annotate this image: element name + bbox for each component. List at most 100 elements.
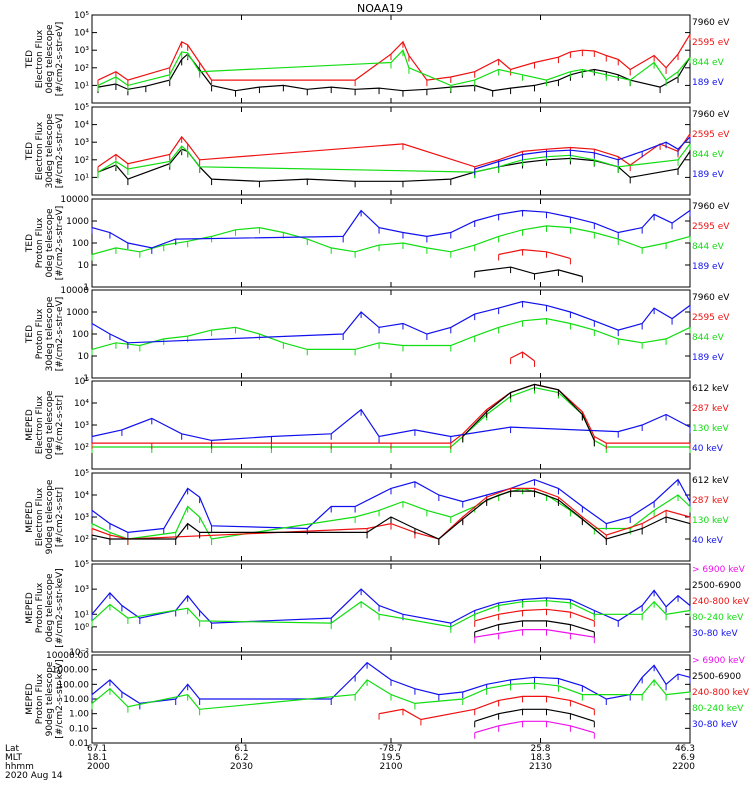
- legend-entry: 189 eV: [692, 170, 725, 180]
- x-tick-label: 19.5: [381, 753, 401, 763]
- y-tick-label: 10¹: [74, 610, 89, 620]
- y-axis-label-line: [#/cm2-s-str-keV]: [55, 659, 65, 738]
- panel-frame: [91, 289, 691, 379]
- legend-entry: > 6900 keV: [692, 656, 746, 666]
- chart-title: NOAA19: [357, 2, 403, 15]
- y-tick-label: 10⁵: [74, 103, 89, 113]
- series-line: [474, 266, 583, 278]
- y-tick-label: 10⁴: [74, 399, 89, 409]
- x-tick-label: 18.3: [530, 753, 550, 763]
- series-line: [91, 408, 691, 442]
- y-axis-label-line: Electron Flux: [35, 29, 45, 88]
- y-tick-label: 1.00: [69, 710, 89, 720]
- x-tick-label: 2030: [230, 762, 253, 772]
- y-axis-label-line: 30deg telescope: [45, 113, 55, 188]
- series-line: [97, 49, 691, 87]
- series-line: [378, 695, 595, 721]
- x-tick-label: 25.8: [530, 744, 550, 754]
- y-axis-label-line: MEPED: [25, 501, 35, 533]
- series-line: [91, 317, 691, 350]
- y-tick-label: 10²: [74, 156, 89, 166]
- panel-7: 10⁻² 10⁰ 10¹ 10³ 10⁵ MEPED Proton Flux 0deg tel…: [25, 560, 750, 658]
- series-line: [510, 351, 535, 362]
- y-tick-label: 1000.00: [52, 666, 89, 676]
- legend-entry: 844 eV: [692, 58, 725, 68]
- panel-2: 10¹ 10² 10³ 10⁴ 10⁵ TED Electron Flux 30deg tel…: [25, 103, 730, 196]
- panel-5: 10² 10³ 10⁴ 10⁵ MEPED Electron Flux 0deg teles…: [25, 377, 729, 470]
- panel-frame: [91, 380, 691, 470]
- legend-entry: 612 keV: [692, 476, 729, 486]
- legend-entry: 189 eV: [692, 262, 725, 272]
- y-axis-label-line: Proton Flux: [35, 217, 45, 268]
- legend-entry: 844 eV: [692, 242, 725, 252]
- y-axis-label-line: 0deg telescope: [45, 24, 55, 94]
- x-tick-label: 6.9: [681, 753, 696, 763]
- legend-entry: 189 eV: [692, 78, 725, 88]
- y-axis-label-line: TED: [25, 142, 35, 161]
- legend-entry: 287 keV: [692, 496, 729, 506]
- y-tick-label: 10⁻²: [69, 648, 89, 658]
- y-axis-label-line: Electron Flux: [35, 487, 45, 546]
- legend-entry: 240-800 keV: [692, 688, 750, 698]
- legend-entry: 2595 eV: [692, 130, 730, 140]
- y-tick-label: 10⁵: [74, 469, 89, 479]
- series-line: [91, 600, 691, 628]
- series-line: [474, 708, 595, 722]
- x-tick-label: 2000: [87, 762, 110, 772]
- y-axis-label-line: TED: [25, 325, 35, 344]
- y-axis-label-line: [#/cm2-s-str]: [55, 487, 65, 547]
- y-axis-label-line: Proton Flux: [35, 308, 45, 359]
- y-tick-label: 100: [72, 239, 89, 249]
- series-line: [474, 720, 595, 734]
- y-tick-label: 1000: [66, 308, 89, 318]
- y-axis-label-line: MEPED: [25, 409, 35, 441]
- y-axis-label-line: 90deg telescope: [45, 661, 55, 736]
- legend-entry: 30-80 keV: [692, 720, 738, 730]
- series-line: [92, 383, 690, 444]
- y-tick-label: 10000: [60, 195, 89, 205]
- y-tick-label: 100: [72, 330, 89, 340]
- legend-entry: 287 keV: [692, 404, 729, 414]
- legend-entry: 7960 eV: [692, 110, 730, 120]
- panel-6: 10² 10³ 10⁴ 10⁵ MEPED Electron Flux 90deg tele…: [25, 469, 729, 562]
- y-axis-label-line: 0deg telescope: [45, 208, 55, 278]
- series-line: [91, 225, 691, 256]
- legend-entry: 2595 eV: [692, 222, 730, 232]
- series-line: [91, 300, 691, 344]
- y-tick-label: 10³: [74, 585, 89, 595]
- y-axis-label-line: MEPED: [25, 592, 35, 624]
- series-line: [97, 143, 691, 173]
- y-tick-label: 1000: [66, 217, 89, 227]
- y-tick-label: 10⁰: [74, 623, 89, 633]
- legend-entry: 40 keV: [692, 444, 724, 454]
- panel-8: 0.01 0.10 1.00 10.00 100.00 1000.00 10000.00 ME…: [25, 651, 750, 749]
- x-tick-label: 2100: [380, 762, 403, 772]
- y-tick-label: 0.10: [69, 724, 89, 734]
- x-tick-label: 67.1: [87, 744, 107, 754]
- y-axis-label-line: [#/cm2-s-str-eV]: [55, 297, 65, 372]
- y-tick-label: 10²: [74, 535, 89, 545]
- panel-frame: [91, 563, 691, 653]
- y-tick-label: 10³: [74, 421, 89, 431]
- panel-1: 10¹ 10² 10³ 10⁴ 10⁵ TED Electron Flux 0deg tele…: [25, 11, 730, 104]
- y-tick-label: 10²: [74, 443, 89, 453]
- y-axis-label-line: [#/cm2-s-str-keV]: [55, 568, 65, 647]
- y-axis-label-line: [#/cm2-s-str-eV]: [55, 206, 65, 281]
- y-tick-label: 1: [83, 374, 89, 384]
- panel-3: 1 10 100 1000 10000 TED Proton Flux 0deg telesc…: [25, 195, 730, 293]
- legend-entry: 189 eV: [692, 353, 725, 363]
- y-tick-label: 10⁴: [74, 121, 89, 131]
- x-tick-label: -78.7: [379, 744, 402, 754]
- legend-entry: 2595 eV: [692, 38, 730, 48]
- legend-entry: 612 keV: [692, 384, 729, 394]
- y-tick-label: 10: [78, 261, 90, 271]
- legend-entry: 130 keV: [692, 424, 729, 434]
- legend-entry: 844 eV: [692, 333, 725, 343]
- y-axis-label-line: Proton Flux: [35, 582, 45, 633]
- legend-entry: 2595 eV: [692, 313, 730, 323]
- x-row-label: Lat: [5, 744, 20, 754]
- y-axis-label-line: Electron Flux: [35, 395, 45, 454]
- legend-entry: 7960 eV: [692, 293, 730, 303]
